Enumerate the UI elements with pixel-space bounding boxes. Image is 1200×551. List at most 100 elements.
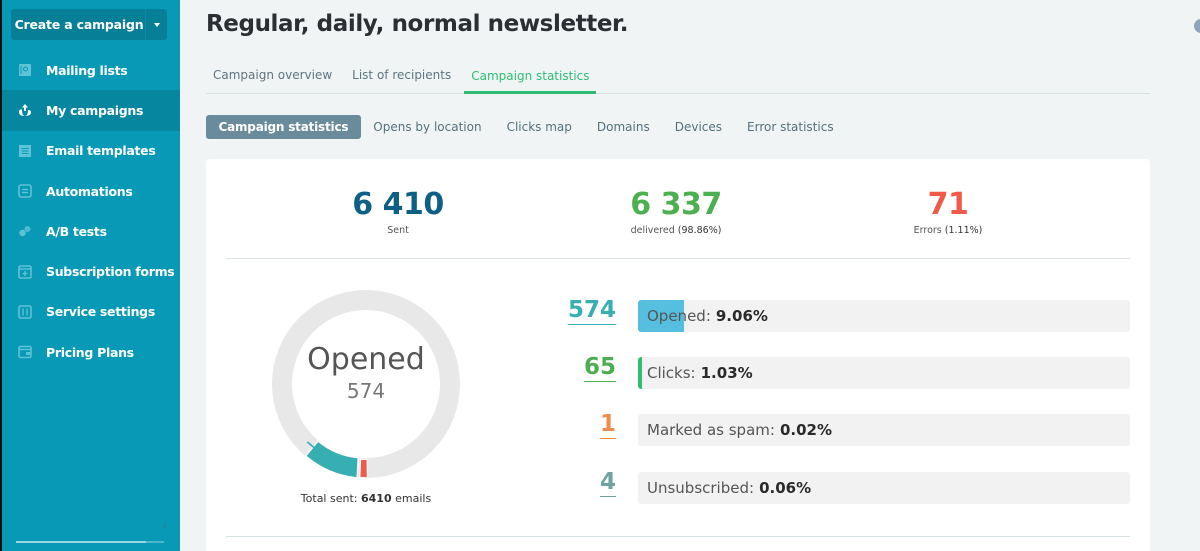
campaign-tabs: Campaign overview List of recipients Cam… — [206, 57, 1150, 94]
sidebar-item-automations[interactable]: Automations — [2, 171, 180, 211]
help-bubble-icon[interactable] — [1194, 19, 1200, 33]
address-book-icon — [17, 63, 32, 77]
statistics-panel: 6 410 Sent 6 337 delivered (98.86%) 71 E… — [206, 159, 1150, 551]
sidebar-item-ab-tests[interactable]: A/B tests — [2, 211, 180, 251]
spam-stat-text: Marked as spam: 0.02% — [647, 414, 832, 446]
clicks-stat-text: Clicks: 1.03% — [647, 357, 753, 389]
kpi-errors-label: Errors (1.11%) — [848, 225, 1048, 236]
opened-pct: 9.06% — [715, 307, 768, 325]
form-icon — [17, 264, 32, 279]
clicks-progress-bar: Clicks: 1.03% — [638, 357, 1130, 389]
total-sent-caption: Total sent: 6410 emails — [246, 492, 486, 505]
donut-center-label: Opened 574 — [266, 342, 466, 404]
opened-progress-fill — [638, 300, 684, 332]
sidebar-item-pricing-plans[interactable]: Pricing Plans — [2, 332, 180, 372]
sidebar: Create a campaign Mailing lists My campa… — [0, 0, 180, 551]
unsubscribed-progress-bar: Unsubscribed: 0.06% — [638, 472, 1130, 504]
spam-pct: 0.02% — [779, 421, 832, 439]
spam-progress-bar: Marked as spam: 0.02% — [638, 414, 1130, 446]
sidebar-item-label: Automations — [46, 183, 133, 199]
opened-count[interactable]: 574 — [567, 297, 616, 325]
sidebar-item-label: A/B tests — [46, 223, 107, 239]
opened-count-link[interactable]: 574 — [567, 295, 616, 325]
sliders-icon — [17, 305, 32, 319]
wallet-icon — [17, 345, 32, 359]
sidebar-scrollbar[interactable] — [16, 541, 164, 543]
opened-donut-chart[interactable]: Opened 574 — [266, 284, 466, 484]
opened-progress-bar: Opened: 9.06% — [638, 300, 1130, 332]
unsubscribed-pct: 0.06% — [759, 479, 812, 497]
kpi-sent-value: 6 410 — [352, 187, 444, 222]
spam-count-link[interactable]: 1 — [599, 409, 616, 439]
total-sent-value: 6410 — [360, 492, 392, 505]
subtab-campaign-statistics[interactable]: Campaign statistics — [206, 115, 361, 139]
create-campaign-dropdown[interactable] — [145, 9, 167, 40]
clicks-count-link[interactable]: 65 — [583, 352, 616, 382]
tab-campaign-statistics[interactable]: Campaign statistics — [464, 57, 597, 94]
stat-row-spam: 1 Marked as spam: 0.02% — [546, 411, 1130, 446]
scrollbar-thumb[interactable] — [16, 541, 146, 543]
sidebar-item-my-campaigns[interactable]: My campaigns — [2, 90, 180, 131]
sidebar-item-email-templates[interactable]: Email templates — [2, 131, 180, 171]
opened-stat-text: Opened: 9.06% — [647, 300, 768, 332]
sidebar-nav: Mailing lists My campaigns Email templat… — [2, 50, 180, 372]
clicks-pct: 1.03% — [700, 364, 753, 382]
sidebar-item-subscription-forms[interactable]: Subscription forms — [2, 251, 180, 291]
total-sent-suffix: emails — [395, 492, 432, 505]
statistics-subtabs: Campaign statistics Opens by location Cl… — [206, 115, 846, 139]
clicks-progress-fill — [638, 357, 642, 389]
kpi-delivered-value: 6 337 — [630, 187, 722, 222]
donut-opened-highlight-arc — [306, 441, 357, 466]
ab-test-icon — [17, 224, 32, 238]
sidebar-item-label: Email templates — [46, 143, 156, 159]
automation-icon — [17, 184, 32, 198]
sidebar-item-mailing-lists[interactable]: Mailing lists — [2, 50, 180, 90]
clicks-count[interactable]: 65 — [583, 354, 616, 382]
kpi-errors-pct: (1.11%) — [944, 225, 983, 236]
create-campaign-button-group: Create a campaign — [11, 9, 167, 40]
template-icon — [17, 144, 32, 158]
tab-list-of-recipients[interactable]: List of recipients — [352, 68, 452, 82]
page-title: Regular, daily, normal newsletter. — [206, 11, 629, 37]
section-divider — [226, 536, 1130, 537]
stat-row-opened: 574 Opened: 9.06% — [546, 297, 1130, 332]
subtab-opens-by-location[interactable]: Opens by location — [373, 120, 482, 134]
unsubscribed-count[interactable]: 4 — [599, 469, 616, 497]
tab-campaign-overview[interactable]: Campaign overview — [213, 68, 333, 82]
donut-title: Opened — [307, 342, 425, 377]
unsubscribed-count-link[interactable]: 4 — [599, 467, 616, 497]
stat-row-clicks: 65 Clicks: 1.03% — [546, 354, 1130, 389]
kpi-summary: 6 410 Sent 6 337 delivered (98.86%) 71 E… — [226, 159, 1130, 259]
subtab-error-statistics[interactable]: Error statistics — [747, 120, 834, 134]
sidebar-item-label: Mailing lists — [46, 62, 128, 78]
kpi-delivered-label: delivered (98.86%) — [576, 225, 776, 236]
spam-count[interactable]: 1 — [599, 411, 616, 439]
caret-down-icon — [153, 22, 160, 27]
subtab-domains[interactable]: Domains — [596, 120, 650, 134]
sidebar-item-label: Service settings — [46, 304, 155, 320]
sidebar-item-label: Pricing Plans — [46, 344, 134, 360]
collapse-sidebar-icon[interactable]: ‹ — [162, 518, 168, 534]
kpi-delivered: 6 337 delivered (98.86%) — [576, 187, 776, 236]
donut-segment-errors[interactable] — [359, 458, 369, 479]
donut-value: 574 — [346, 379, 386, 403]
kpi-delivered-text: delivered — [630, 225, 675, 236]
donut-svg — [272, 290, 460, 479]
sidebar-item-label: Subscription forms — [46, 264, 175, 280]
kpi-errors-text: Errors — [913, 225, 942, 236]
kpi-sent: 6 410 Sent — [298, 187, 498, 236]
unsubscribed-stat-text: Unsubscribed: 0.06% — [647, 472, 811, 504]
unsubscribed-label: Unsubscribed: — [647, 479, 755, 497]
opened-label: Opened: — [647, 307, 711, 325]
subtab-devices[interactable]: Devices — [674, 120, 723, 134]
sidebar-item-label: My campaigns — [46, 102, 144, 118]
sidebar-item-service-settings[interactable]: Service settings — [2, 292, 180, 332]
create-campaign-button[interactable]: Create a campaign — [14, 17, 144, 32]
total-sent-prefix: Total sent: — [300, 492, 358, 505]
subtab-clicks-map[interactable]: Clicks map — [506, 120, 572, 134]
stat-row-unsubscribed: 4 Unsubscribed: 0.06% — [546, 469, 1130, 504]
kpi-delivered-pct: (98.86%) — [677, 225, 722, 236]
kpi-errors: 71 Errors (1.11%) — [848, 187, 1048, 236]
kpi-sent-label: Sent — [387, 225, 409, 236]
clicks-label: Clicks: — [647, 364, 696, 382]
